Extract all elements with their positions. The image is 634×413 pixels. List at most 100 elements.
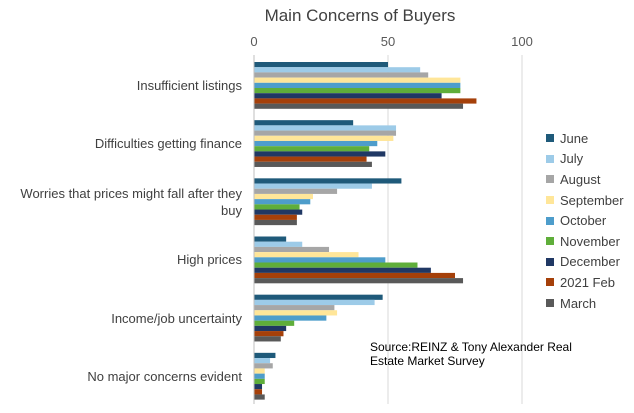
source-line: Source:REINZ & Tony Alexander Real [370, 340, 572, 354]
bar [254, 140, 378, 147]
legend-item: 2021 Feb [546, 272, 624, 293]
bar [254, 161, 372, 167]
bar [254, 193, 313, 200]
bar [254, 120, 354, 126]
legend-swatch [546, 196, 554, 205]
legend-item: August [546, 169, 624, 190]
category-label: Worries that prices might fall after the… [20, 185, 242, 219]
category-label: Difficulties getting finance [95, 135, 242, 152]
bar [254, 62, 388, 68]
bar [254, 93, 442, 99]
bar [254, 315, 327, 321]
legend-item: November [546, 231, 624, 252]
x-tick-label: 50 [381, 34, 395, 49]
legend-label: September [560, 192, 624, 208]
bar [254, 246, 330, 253]
legend-swatch [546, 216, 554, 225]
bar [254, 178, 402, 184]
bar [254, 98, 477, 104]
bar [254, 278, 464, 284]
bar [254, 299, 375, 306]
bar [254, 363, 273, 369]
x-tick-label: 100 [511, 34, 533, 49]
legend-label: August [560, 171, 601, 187]
category-label-line: Difficulties getting finance [94, 136, 242, 152]
category-label: High prices [177, 251, 242, 268]
bar [254, 320, 295, 326]
bar [254, 252, 359, 258]
bar [254, 151, 386, 157]
legend-swatch [546, 257, 554, 266]
category-label-line: No major concerns evident [87, 368, 242, 384]
legend-swatch [546, 299, 554, 308]
bar [254, 352, 276, 359]
bar [254, 358, 271, 364]
legend-swatch [546, 154, 554, 163]
bar [254, 214, 297, 220]
legend-label: June [560, 130, 589, 146]
category-label: No major concerns evident [87, 368, 242, 385]
bar [254, 305, 335, 311]
chart-title: Main Concerns of Buyers [264, 6, 456, 25]
category-label-line: Income/job uncertainty [111, 310, 242, 326]
bar [254, 219, 297, 226]
bar [254, 204, 300, 210]
bar [254, 236, 287, 242]
bar [254, 103, 464, 109]
source-line: Estate Market Survey [370, 354, 485, 368]
bar [254, 82, 461, 88]
legend-label: July [560, 151, 584, 167]
legend-swatch [546, 278, 554, 287]
bar [254, 257, 386, 263]
bar [254, 262, 418, 268]
category-label-line: Worries that prices might fall after the… [20, 185, 242, 201]
legend-label: November [560, 233, 620, 249]
bar [254, 373, 265, 379]
bar [254, 294, 383, 300]
bar [254, 199, 311, 205]
legend-item: March [546, 293, 624, 314]
bar [254, 130, 397, 136]
legend-label: 2021 Feb [560, 274, 615, 290]
legend-swatch [546, 237, 554, 246]
legend-item: October [546, 210, 624, 231]
bar [254, 88, 461, 94]
legend-item: June [546, 128, 624, 149]
category-label-line: High prices [176, 252, 242, 268]
x-tick-label: 0 [250, 34, 257, 49]
bar [254, 272, 455, 279]
bar [254, 146, 370, 152]
bar [254, 267, 431, 273]
bar [254, 72, 429, 78]
legend-label: October [560, 213, 607, 229]
bar [254, 77, 461, 83]
bar [254, 67, 421, 73]
category-label: Income/job uncertainty [111, 310, 242, 327]
bar [254, 310, 338, 316]
legend-swatch [546, 134, 554, 143]
bar [254, 336, 281, 342]
source-annotation: Source:REINZ & Tony Alexander Real Estate… [370, 340, 610, 368]
bar [254, 394, 265, 400]
bar [254, 156, 367, 162]
bar [254, 183, 372, 189]
bar [254, 135, 394, 141]
legend-swatch [546, 175, 554, 184]
category-label-line: Insufficient listings [136, 77, 242, 93]
legend-label: March [560, 295, 597, 311]
bar [254, 384, 263, 390]
category-label: Insufficient listings [137, 77, 242, 94]
legend-label: December [560, 254, 620, 270]
category-label-line: buy [221, 202, 242, 218]
bar [254, 389, 263, 395]
bar [254, 331, 284, 337]
legend-item: December [546, 252, 624, 273]
bar [254, 325, 287, 332]
bar [254, 378, 265, 385]
legend-item: September [546, 190, 624, 211]
legend: June July August September October November De… [546, 128, 624, 313]
bar [254, 188, 338, 194]
bar [254, 241, 303, 247]
